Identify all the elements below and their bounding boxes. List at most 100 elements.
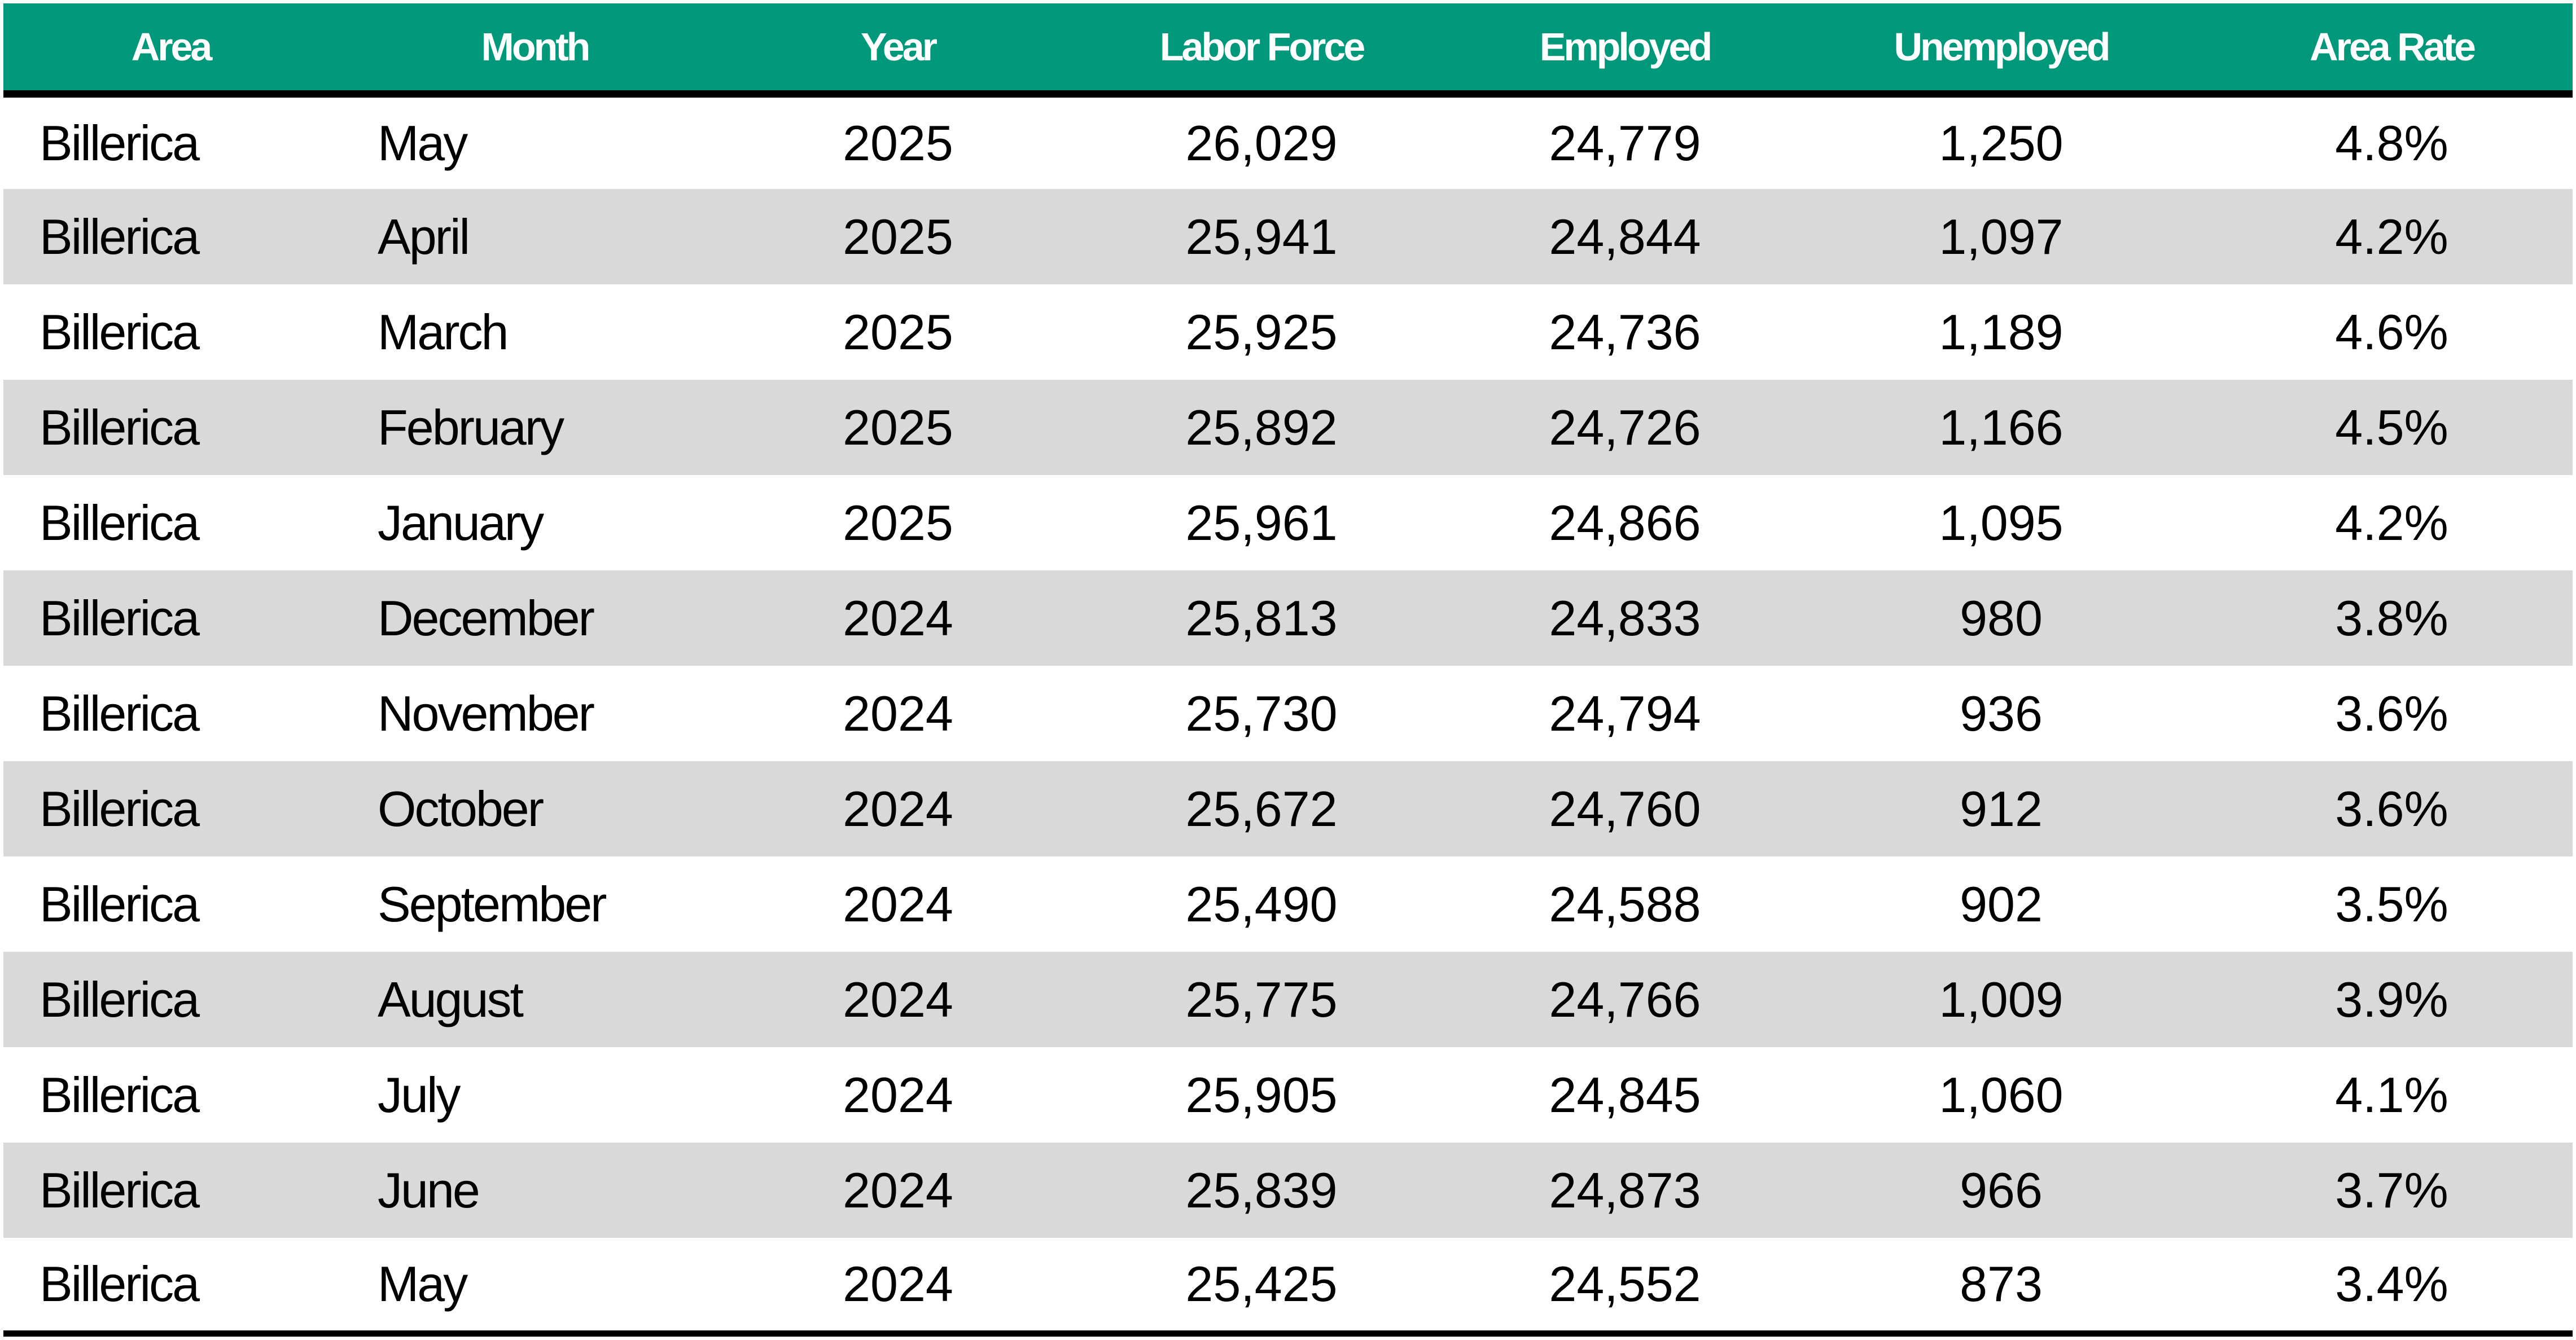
employed-cell: 24,779 [1549, 115, 1701, 171]
year-cell: 2025 [843, 399, 953, 455]
header-row: Area Month Year Labor Force Employed Une… [3, 3, 2573, 98]
unemployed-cell: 1,166 [1939, 399, 2064, 455]
table-header: Area Month Year Labor Force Employed Une… [3, 3, 2573, 98]
year-cell: 2024 [843, 685, 953, 741]
area-cell: Billerica [40, 971, 200, 1027]
year-cell: 2024 [843, 1066, 953, 1123]
labor-force-cell: 25,672 [1185, 780, 1338, 837]
column-header-area: Area [3, 3, 338, 98]
table-row: Billerica November 2024 25,730 24,794 936 3.6% [3, 666, 2573, 761]
area-rate-cell: 3.4% [2211, 1238, 2573, 1337]
unemployed-cell: 936 [1960, 685, 2043, 741]
table-row: Billerica July 2024 25,905 24,845 1,060 4.1% [3, 1047, 2573, 1143]
area-cell: Billerica [40, 780, 200, 837]
year-cell: 2024 [731, 1238, 1064, 1337]
area-rate-cell: 4.1% [2335, 1066, 2448, 1123]
labor-force-cell: 25,892 [1185, 399, 1338, 455]
table-row: Billerica October 2024 25,672 24,760 912 3.6% [3, 761, 2573, 856]
month-cell: August [378, 971, 524, 1027]
area-rate-cell: 3.8% [2335, 590, 2448, 646]
table-row: Billerica May 2024 25,425 24,552 873 3.4% [3, 1238, 2573, 1337]
employed-cell: 24,844 [1549, 208, 1701, 265]
table-row: Billerica March 2025 25,925 24,736 1,189 4.6% [3, 284, 2573, 380]
labor-force-cell: 25,961 [1185, 494, 1338, 551]
column-header-labor-force: Labor Force [1064, 3, 1458, 98]
year-cell: 2024 [843, 780, 953, 837]
employed-cell: 24,866 [1549, 494, 1701, 551]
area-rate-cell: 4.2% [2335, 494, 2448, 551]
month-cell: October [378, 780, 544, 837]
labor-statistics-table: Area Month Year Labor Force Employed Une… [3, 3, 2573, 1337]
area-cell: Billerica [40, 876, 200, 932]
table-row: Billerica May 2025 26,029 24,779 1,250 4.8% [3, 94, 2573, 189]
month-cell: February [378, 399, 564, 455]
table-row: Billerica April 2025 25,941 24,844 1,097 4.2% [3, 189, 2573, 284]
labor-force-cell: 25,490 [1185, 876, 1338, 932]
employed-cell: 24,760 [1549, 780, 1701, 837]
area-rate-cell: 4.2% [2335, 208, 2448, 265]
column-header-employed: Employed [1458, 3, 1791, 98]
employed-cell: 24,873 [1549, 1162, 1701, 1218]
month-cell: January [378, 494, 544, 551]
month-cell: November [378, 685, 595, 741]
table-row: Billerica December 2024 25,813 24,833 980 3.8% [3, 570, 2573, 666]
unemployed-cell: 1,095 [1939, 494, 2064, 551]
unemployed-cell: 873 [1791, 1238, 2211, 1337]
year-cell: 2025 [843, 304, 953, 360]
area-cell: Billerica [40, 115, 200, 171]
employed-cell: 24,845 [1549, 1066, 1701, 1123]
month-cell: March [378, 304, 509, 360]
column-header-unemployed: Unemployed [1791, 3, 2211, 98]
year-cell: 2024 [843, 971, 953, 1027]
area-rate-cell: 3.6% [2335, 780, 2448, 837]
year-cell: 2025 [843, 115, 953, 171]
month-cell: June [378, 1162, 480, 1218]
employed-cell: 24,794 [1549, 685, 1701, 741]
unemployed-cell: 1,009 [1939, 971, 2064, 1027]
area-rate-cell: 4.6% [2335, 304, 2448, 360]
table-row: Billerica June 2024 25,839 24,873 966 3.7% [3, 1143, 2573, 1238]
unemployed-cell: 1,060 [1939, 1066, 2064, 1123]
labor-table-container: Area Month Year Labor Force Employed Une… [3, 3, 2573, 1337]
unemployed-cell: 902 [1960, 876, 2043, 932]
labor-force-cell: 26,029 [1185, 115, 1338, 171]
area-rate-cell: 3.5% [2335, 876, 2448, 932]
unemployed-cell: 980 [1960, 590, 2043, 646]
employed-cell: 24,588 [1549, 876, 1701, 932]
table-row: Billerica September 2024 25,490 24,588 902 3.5… [3, 856, 2573, 952]
area-cell: Billerica [3, 1238, 338, 1337]
labor-force-cell: 25,839 [1185, 1162, 1338, 1218]
month-cell: December [378, 590, 595, 646]
labor-force-cell: 25,425 [1064, 1238, 1458, 1337]
area-cell: Billerica [40, 208, 200, 265]
column-header-area-rate: Area Rate [2211, 3, 2573, 98]
column-header-month: Month [338, 3, 731, 98]
area-cell: Billerica [40, 1066, 200, 1123]
month-cell: July [378, 1066, 461, 1123]
area-cell: Billerica [40, 685, 200, 741]
area-rate-cell: 4.8% [2335, 115, 2448, 171]
employed-cell: 24,726 [1549, 399, 1701, 455]
labor-force-cell: 25,925 [1185, 304, 1338, 360]
employed-cell: 24,552 [1458, 1238, 1791, 1337]
area-cell: Billerica [40, 1162, 200, 1218]
area-cell: Billerica [40, 590, 200, 646]
unemployed-cell: 1,097 [1939, 208, 2064, 265]
table-row: Billerica August 2024 25,775 24,766 1,009 3.9% [3, 952, 2573, 1047]
year-cell: 2024 [843, 876, 953, 932]
table-body: Billerica May 2025 26,029 24,779 1,250 4.8% Bil… [3, 94, 2573, 1337]
table-row: Billerica February 2025 25,892 24,726 1,166 4.… [3, 380, 2573, 475]
labor-force-cell: 25,905 [1185, 1066, 1338, 1123]
month-cell: September [378, 876, 607, 932]
area-cell: Billerica [40, 399, 200, 455]
month-cell: April [378, 208, 470, 265]
labor-force-cell: 25,730 [1185, 685, 1338, 741]
area-rate-cell: 3.7% [2335, 1162, 2448, 1218]
month-cell: May [338, 1238, 731, 1337]
labor-force-cell: 25,775 [1185, 971, 1338, 1027]
year-cell: 2025 [843, 208, 953, 265]
area-rate-cell: 3.6% [2335, 685, 2448, 741]
labor-force-cell: 25,813 [1185, 590, 1338, 646]
year-cell: 2024 [843, 590, 953, 646]
unemployed-cell: 966 [1960, 1162, 2043, 1218]
